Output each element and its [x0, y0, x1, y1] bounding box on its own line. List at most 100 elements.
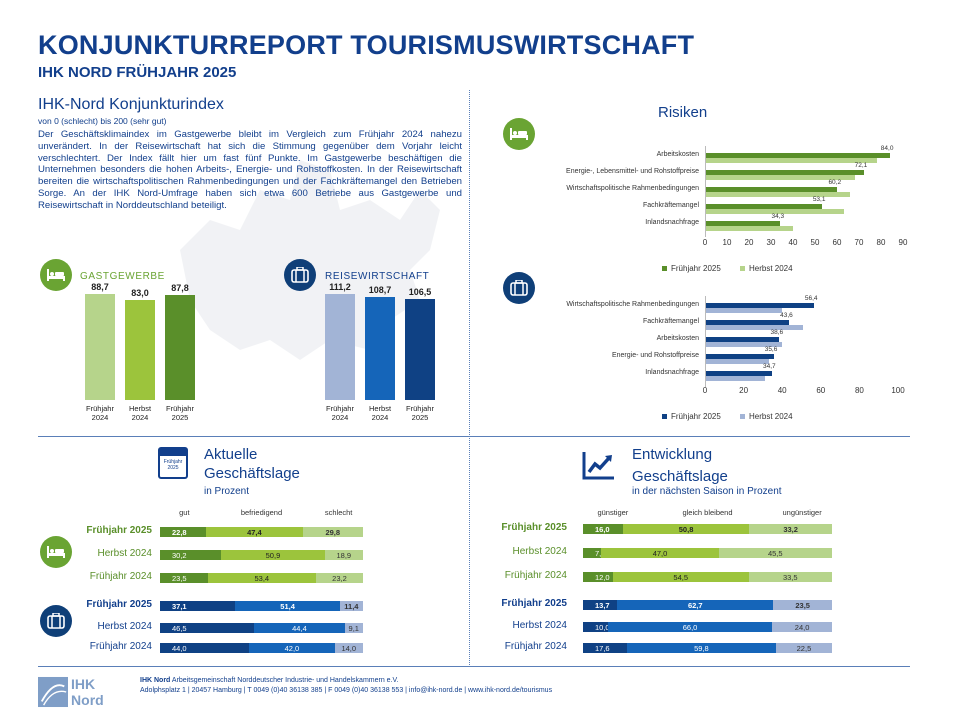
index-bar-value: 111,2 — [329, 282, 351, 293]
stack-column-header: gut — [179, 508, 190, 517]
stack-row-label: Herbst 2024 — [512, 546, 567, 557]
risk-tick: 40 — [788, 238, 798, 247]
entwicklung-subtitle: in der nächsten Saison in Prozent — [632, 486, 782, 497]
stack-row: 7,447,045,5 — [583, 548, 832, 558]
stack-segment: 12,0 — [583, 572, 613, 582]
risk-category: Inlandsnachfrage — [645, 369, 699, 376]
risk-tick: 30 — [766, 238, 776, 247]
index-text: Der Geschäftsklimaindex im Gastgewerbe b… — [38, 129, 462, 211]
stack-segment: 9,1 — [344, 623, 363, 633]
stack-segment: 7,4 — [583, 548, 602, 558]
risk-bar-value: 60,2 — [828, 179, 842, 186]
entwicklung-title2: Geschäftslage — [632, 468, 728, 485]
risk-bar-previous — [705, 192, 851, 197]
trend-icon — [582, 452, 614, 480]
stack-segment: 37,1 — [160, 601, 236, 611]
risk-bar-previous — [705, 308, 783, 313]
stack-segment: 53,4 — [207, 573, 316, 583]
index-scale: von 0 (schlecht) bis 200 (sehr gut) — [38, 116, 167, 126]
luggage-icon — [503, 272, 535, 304]
risk-bar-previous — [705, 342, 783, 347]
stack-segment: 23,5 — [160, 573, 208, 583]
index-bar — [85, 293, 115, 400]
stack-segment: 51,4 — [235, 601, 340, 611]
risk-bar-current — [705, 204, 822, 209]
footer-address[interactable]: Adolphsplatz 1 | 20457 Hamburg | T 0049 … — [140, 687, 553, 694]
stack-row: 16,0 50,8 33,2 — [583, 524, 832, 534]
stack-segment: 44,4 — [254, 623, 345, 633]
risk-tick: 40 — [777, 386, 787, 395]
geschaeftslage-title: Aktuelle — [204, 446, 258, 463]
entwicklung-title: Entwicklung — [632, 446, 713, 463]
stack-segment: 46,5 — [160, 623, 255, 633]
risk-bar-current — [705, 303, 814, 308]
stack-row: 17,6 59,8 22,5 — [583, 643, 832, 653]
stack-column-header: ungünstiger — [782, 508, 822, 517]
stack-row-label: Frühjahr 2024 — [504, 570, 567, 581]
stack-row-label: Herbst 2024 — [97, 548, 152, 559]
risk-bar-value: 72,1 — [854, 162, 868, 169]
stack-row: 37,1 51,4 11,4 — [160, 601, 363, 611]
stack-segment: 54,5 — [612, 572, 749, 582]
index-bar-value: 87,8 — [171, 282, 189, 293]
legend-label: Frühjahr 2025 — [671, 264, 721, 273]
legend-previous: Herbst 2024 — [740, 412, 793, 421]
stack-segment: 23,5 — [773, 600, 832, 610]
risk-bar-value: 35,6 — [764, 346, 778, 353]
index-bar-category: Herbst 2024 — [368, 404, 392, 422]
index-bar-value: 88,7 — [91, 281, 109, 292]
risk-category: Inlandsnachfrage — [645, 219, 699, 226]
vertical-divider — [469, 90, 470, 665]
stack-row: 30,2 50,9 18,9 — [160, 550, 363, 560]
bed-icon — [40, 536, 72, 568]
risk-bar-current — [705, 187, 838, 192]
risk-tick: 20 — [744, 238, 754, 247]
legend-current: Frühjahr 2025 — [662, 412, 721, 421]
ihk-nord-logo: IHK Nord — [38, 675, 128, 709]
risk-category: Arbeitskosten — [656, 335, 699, 342]
reisewirtschaft-label: REISEWIRTSCHAFT — [325, 271, 430, 282]
risk-bar-value: 43,6 — [780, 312, 793, 319]
stack-segment: 22,5 — [775, 643, 832, 653]
risk-tick: 70 — [854, 238, 864, 247]
risk-category: Fachkräftemangel — [642, 318, 699, 325]
footer-org-rest: Arbeitsgemeinschaft Norddeutscher Indust… — [170, 677, 399, 684]
stack-row-label: Frühjahr 2024 — [89, 571, 152, 582]
stack-segment: 33,2 — [749, 524, 832, 534]
risk-bar-value: 34,3 — [771, 213, 785, 220]
index-bar — [365, 296, 395, 400]
index-bar — [405, 298, 435, 400]
risk-bar-value: 53,1 — [812, 196, 826, 203]
stack-segment: 24,0 — [772, 622, 832, 632]
index-bar-category: Frühjahr 2024 — [86, 404, 114, 422]
stack-segment: 62,7 — [617, 600, 774, 610]
stack-row-label: Frühjahr 2025 — [501, 522, 567, 533]
risk-bar-value: 84,0 — [880, 145, 894, 152]
risk-tick: 10 — [722, 238, 732, 247]
stack-segment: 14,0 — [334, 643, 363, 653]
stack-column-header: gleich bleibend — [682, 508, 733, 517]
index-bar-category: Frühjahr 2025 — [406, 404, 434, 422]
risk-bar-value: 38,6 — [770, 329, 784, 336]
risk-bar-previous — [705, 359, 769, 364]
geschaeftslage-subtitle: in Prozent — [204, 486, 250, 497]
stack-segment: 18,9 — [324, 550, 363, 560]
geschaeftslage-title2: Geschäftslage — [204, 465, 300, 482]
stack-segment: 23,2 — [315, 573, 363, 583]
risk-tick: 20 — [739, 386, 749, 395]
risk-tick: 100 — [891, 386, 905, 395]
index-bar-category: Herbst 2024 — [128, 404, 152, 422]
stack-row-label: Frühjahr 2024 — [504, 641, 567, 652]
footer-divider — [38, 666, 910, 667]
logo-text: IHK Nord — [71, 676, 104, 708]
stack-segment: 13,7 — [583, 600, 618, 610]
calendar-icon: Frühjahr 2025 — [158, 447, 188, 479]
risk-category: Wirtschaftspolitische Rahmenbedingungen — [566, 301, 699, 308]
risk-tick: 60 — [832, 238, 842, 247]
risk-category: Arbeitskosten — [656, 151, 699, 158]
stack-row: 22,8 47,4 29,8 — [160, 527, 363, 537]
risk-bar-value: 34,7 — [762, 363, 776, 370]
risk-tick: 50 — [810, 238, 820, 247]
stack-segment: 22,8 — [160, 527, 207, 537]
risk-bar-previous — [705, 158, 877, 163]
